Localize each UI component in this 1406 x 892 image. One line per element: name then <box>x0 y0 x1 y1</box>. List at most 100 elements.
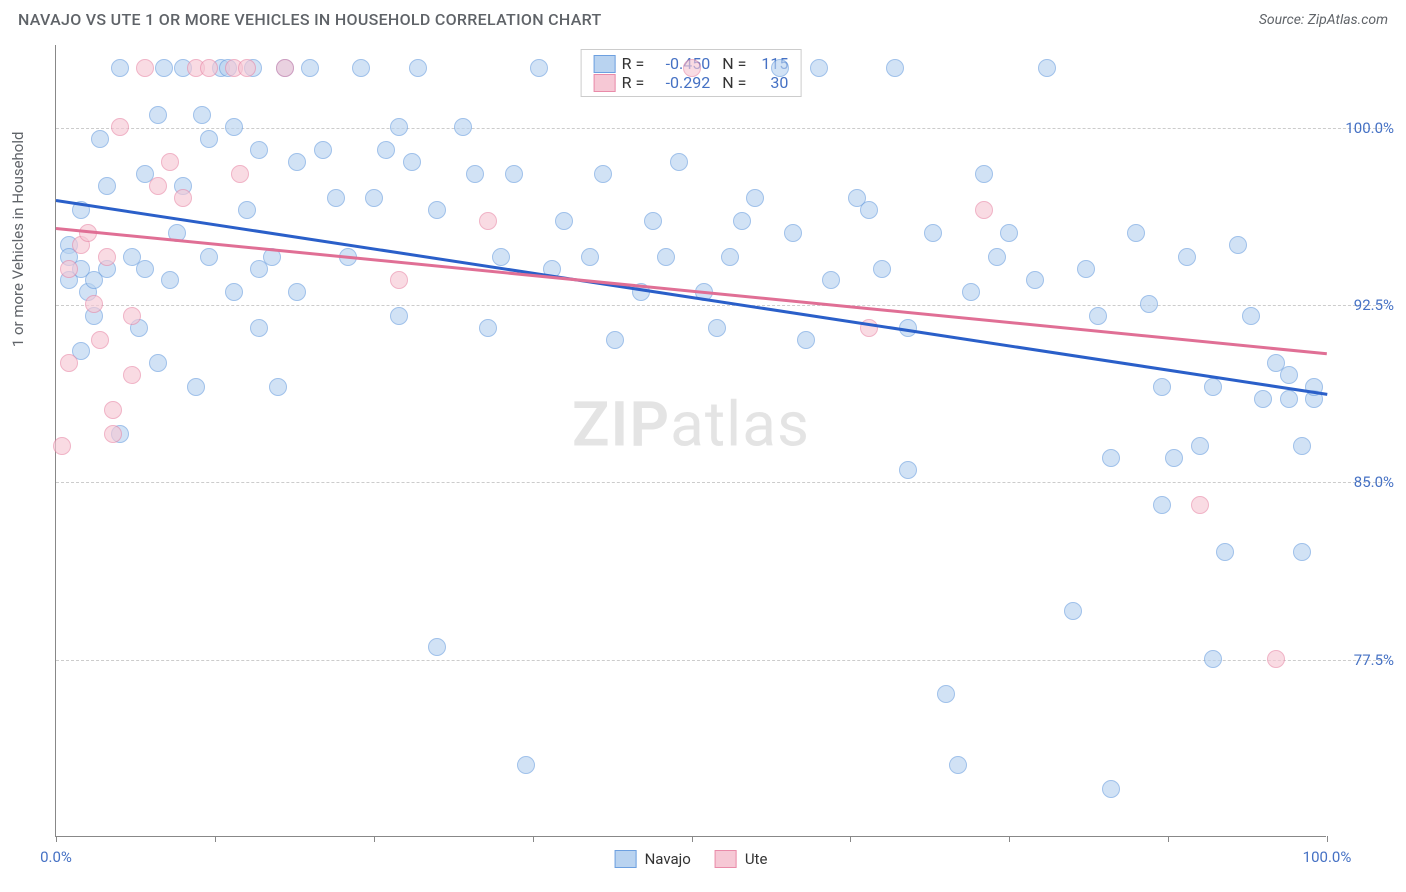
data-point <box>149 106 167 124</box>
data-point <box>873 260 891 278</box>
legend-swatch <box>615 850 637 868</box>
data-point <box>428 201 446 219</box>
data-point <box>810 59 828 77</box>
data-point <box>479 319 497 337</box>
data-point <box>390 118 408 136</box>
gridline <box>56 660 1386 661</box>
x-tick-mark <box>1168 836 1169 842</box>
data-point <box>225 118 243 136</box>
data-point <box>479 212 497 230</box>
data-point <box>276 59 294 77</box>
x-tick-mark <box>692 836 693 842</box>
data-point <box>822 271 840 289</box>
data-point <box>200 248 218 266</box>
data-point <box>250 319 268 337</box>
data-point <box>136 59 154 77</box>
data-point <box>136 260 154 278</box>
data-point <box>200 59 218 77</box>
watermark-bold: ZIP <box>572 388 670 461</box>
y-tick-label: 85.0% <box>1334 473 1394 491</box>
stat-r-label: R = <box>622 73 645 92</box>
data-point <box>111 59 129 77</box>
data-point <box>555 212 573 230</box>
data-point <box>91 130 109 148</box>
data-point <box>403 153 421 171</box>
data-point <box>581 248 599 266</box>
data-point <box>111 118 129 136</box>
data-point <box>670 153 688 171</box>
data-point <box>708 319 726 337</box>
data-point <box>466 165 484 183</box>
data-point <box>314 141 332 159</box>
plot-area: ZIPatlas R =-0.450N =115R =-0.292N =30 N… <box>55 45 1326 837</box>
data-point <box>428 638 446 656</box>
chart-container: NAVAJO VS UTE 1 OR MORE VEHICLES IN HOUS… <box>0 0 1406 892</box>
data-point <box>505 165 523 183</box>
data-point <box>606 331 624 349</box>
data-point <box>594 165 612 183</box>
data-point <box>365 189 383 207</box>
watermark: ZIPatlas <box>572 388 810 461</box>
data-point <box>238 201 256 219</box>
data-point <box>1165 449 1183 467</box>
data-point <box>149 177 167 195</box>
data-point <box>1242 307 1260 325</box>
data-point <box>85 295 103 313</box>
legend-bottom: Navajo Ute <box>615 850 768 868</box>
data-point <box>886 59 904 77</box>
data-point <box>60 354 78 372</box>
legend-label: Navajo <box>645 850 691 868</box>
source-label: Source: ZipAtlas.com <box>1259 12 1388 28</box>
stat-n-label: N = <box>722 73 746 92</box>
y-tick-label: 92.5% <box>1334 296 1394 314</box>
data-point <box>683 59 701 77</box>
data-point <box>149 354 167 372</box>
data-point <box>377 141 395 159</box>
data-point <box>225 283 243 301</box>
legend-item: Navajo <box>615 850 691 868</box>
x-tick-mark <box>850 836 851 842</box>
data-point <box>1280 390 1298 408</box>
data-point <box>1026 271 1044 289</box>
x-tick-label: 0.0% <box>40 848 72 866</box>
gridline <box>56 305 1386 306</box>
chart-title: NAVAJO VS UTE 1 OR MORE VEHICLES IN HOUS… <box>18 10 602 29</box>
data-point <box>231 165 249 183</box>
data-point <box>771 59 789 77</box>
legend-label: Ute <box>745 850 768 868</box>
data-point <box>1267 650 1285 668</box>
data-point <box>1140 295 1158 313</box>
data-point <box>746 189 764 207</box>
data-point <box>492 248 510 266</box>
data-point <box>1127 224 1145 242</box>
data-point <box>1153 378 1171 396</box>
data-point <box>1089 307 1107 325</box>
x-tick-mark <box>533 836 534 842</box>
data-point <box>238 59 256 77</box>
data-point <box>98 248 116 266</box>
data-point <box>1254 390 1272 408</box>
data-point <box>784 224 802 242</box>
data-point <box>174 189 192 207</box>
data-point <box>409 59 427 77</box>
x-tick-label: 100.0% <box>1303 848 1352 866</box>
data-point <box>1293 437 1311 455</box>
data-point <box>123 366 141 384</box>
data-point <box>53 437 71 455</box>
y-tick-label: 77.5% <box>1334 651 1394 669</box>
data-point <box>200 130 218 148</box>
data-point <box>1229 236 1247 254</box>
data-point <box>155 59 173 77</box>
data-point <box>301 59 319 77</box>
data-point <box>1293 543 1311 561</box>
data-point <box>327 189 345 207</box>
data-point <box>1153 496 1171 514</box>
gridline <box>56 482 1386 483</box>
x-tick-mark <box>374 836 375 842</box>
data-point <box>899 461 917 479</box>
data-point <box>1064 602 1082 620</box>
data-point <box>797 331 815 349</box>
data-point <box>187 378 205 396</box>
trend-line <box>56 227 1327 355</box>
data-point <box>1191 496 1209 514</box>
